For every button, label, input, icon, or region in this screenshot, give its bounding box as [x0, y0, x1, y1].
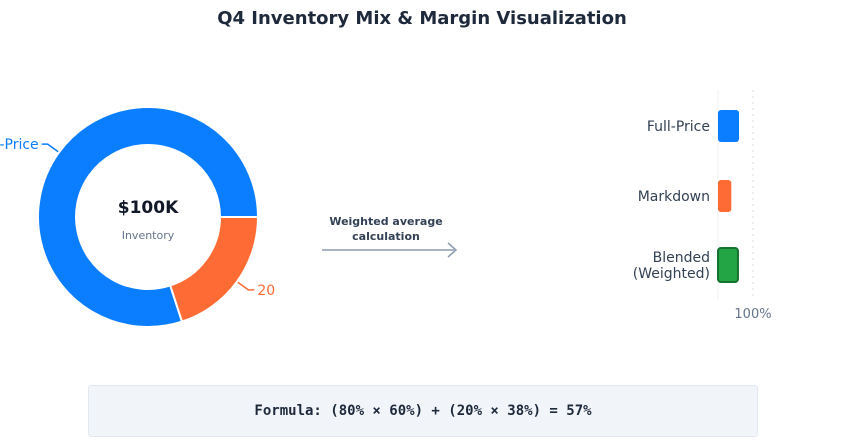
donut-leader-line — [41, 143, 59, 153]
donut-slice-label: 20% — [257, 283, 275, 299]
donut-leader-line — [237, 281, 255, 291]
bar-category-label: Markdown — [638, 189, 710, 205]
x-tick-label: 100% — [734, 307, 771, 322]
chart-title: Q4 Inventory Mix & Margin Visualization — [217, 8, 627, 29]
annotation-line-1: Weighted average — [329, 215, 443, 228]
bar-category-label: Blended (Weighted) — [633, 250, 710, 282]
donut-center-value: $100K — [117, 198, 179, 218]
margin-bar — [718, 180, 732, 212]
bar-category-label: Full-Price — [647, 119, 710, 135]
margin-bar-chart: Full-Price Markdown Blended (Weighted) 100% — [633, 90, 772, 322]
donut-svg: Full-Price 20% — [0, 106, 275, 328]
donut-slice-label: Full-Price — [0, 137, 39, 153]
formula-box: Formula: (80% × 60%) + (20% × 38%) = 57% — [88, 385, 758, 437]
arrow-icon — [322, 242, 458, 258]
annotation-label: Weighted average calculation — [318, 214, 454, 244]
donut-slice-markdown — [168, 216, 260, 323]
donut-slice-full-price — [37, 106, 260, 328]
margin-bar — [717, 247, 739, 283]
donut-chart: Full-Price 20% — [0, 90, 275, 340]
donut-center-label: Inventory — [121, 229, 175, 242]
margin-bar — [718, 110, 739, 142]
annotation-line-2: calculation — [352, 230, 420, 243]
formula-text: Formula: (80% × 60%) + (20% × 38%) = 57% — [254, 403, 592, 419]
